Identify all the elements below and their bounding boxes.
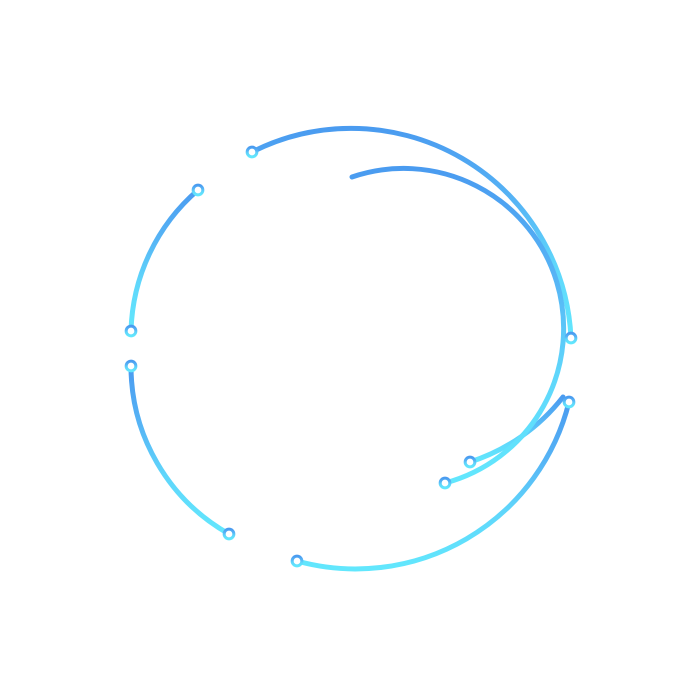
endpoint-inner-bottom-right [438,476,452,490]
endpoint-outer-bottom [290,554,304,568]
endpoint-outer-right-lower [562,395,576,409]
endpoint-marker-layer [124,145,578,568]
endpoint-middle-top-left [191,183,205,197]
inner-ring [349,165,567,486]
endpoint-middle-lower-right [463,455,477,469]
endpoint-outer-right-upper [564,331,578,345]
endpoint-middle-bottom-left [222,527,236,541]
inner-main-arc [349,165,567,486]
middle-lower-left-arc [128,363,232,537]
endpoint-middle-left-lower [124,359,138,373]
outer-bottom-right-arc [294,399,572,572]
outer-top-right-arc [249,125,574,341]
outer-ring [249,125,574,572]
endpoint-middle-left-upper [124,324,138,338]
middle-upper-left-arc [128,187,201,334]
middle-ring [128,187,566,537]
endpoint-outer-top-left [245,145,259,159]
arc-layer [128,125,574,572]
